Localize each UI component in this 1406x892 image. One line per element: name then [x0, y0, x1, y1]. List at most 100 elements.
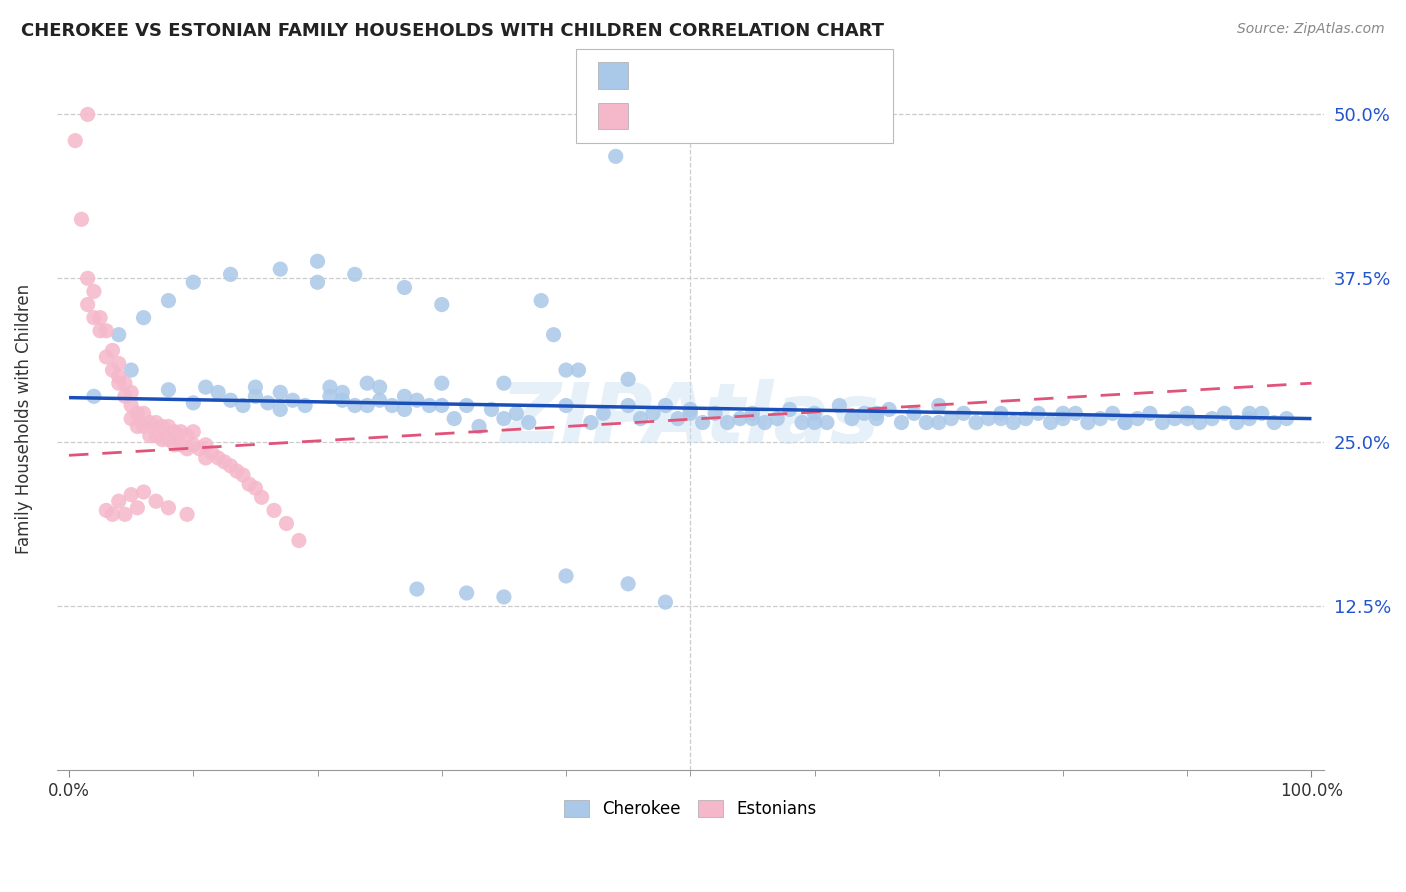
Point — [245, 380, 267, 394]
Point — [288, 533, 311, 548]
Point — [150, 419, 173, 434]
Point — [704, 406, 727, 420]
Point — [754, 416, 776, 430]
Point — [790, 416, 813, 430]
Point — [232, 467, 254, 482]
Point — [865, 411, 887, 425]
Point — [517, 416, 540, 430]
Point — [232, 399, 254, 413]
Point — [76, 107, 98, 121]
Point — [120, 411, 142, 425]
Point — [343, 399, 366, 413]
Point — [530, 293, 553, 308]
Y-axis label: Family Households with Children: Family Households with Children — [15, 285, 32, 554]
Point — [96, 350, 118, 364]
Point — [114, 508, 136, 522]
Point — [394, 389, 416, 403]
Point — [555, 363, 578, 377]
Point — [617, 399, 640, 413]
Point — [101, 343, 124, 358]
Point — [101, 363, 124, 377]
Point — [630, 411, 652, 425]
Point — [492, 590, 515, 604]
Point — [406, 582, 429, 596]
Point — [170, 425, 193, 439]
Point — [343, 268, 366, 282]
Point — [219, 458, 242, 473]
Text: -0.035: -0.035 — [679, 67, 744, 85]
Point — [181, 438, 204, 452]
Point — [107, 376, 129, 391]
Point — [430, 376, 453, 391]
Point — [418, 399, 440, 413]
Text: 0.013: 0.013 — [679, 107, 735, 125]
Point — [443, 411, 465, 425]
Point — [828, 399, 851, 413]
Point — [150, 433, 173, 447]
Point — [1077, 416, 1099, 430]
Point — [1275, 411, 1298, 425]
Point — [803, 406, 825, 420]
Point — [430, 399, 453, 413]
Point — [145, 494, 167, 508]
Point — [157, 500, 180, 515]
Point — [915, 416, 938, 430]
Point — [928, 416, 950, 430]
Point — [865, 406, 887, 420]
Point — [83, 285, 105, 299]
Point — [194, 450, 217, 465]
Text: ZIPAtlas: ZIPAtlas — [501, 379, 880, 459]
Point — [307, 254, 329, 268]
Point — [1114, 416, 1136, 430]
Point — [281, 393, 304, 408]
Point — [741, 411, 763, 425]
Point — [83, 389, 105, 403]
Point — [1101, 406, 1123, 420]
Point — [250, 490, 273, 504]
Point — [120, 488, 142, 502]
Point — [145, 416, 167, 430]
Point — [356, 399, 378, 413]
Point — [1152, 416, 1174, 430]
Point — [114, 389, 136, 403]
Point — [207, 385, 229, 400]
Point — [406, 393, 429, 408]
Point — [107, 357, 129, 371]
Point — [1015, 411, 1038, 425]
Point — [157, 293, 180, 308]
Point — [332, 393, 354, 408]
Point — [132, 419, 155, 434]
Point — [741, 406, 763, 420]
Point — [368, 393, 391, 408]
Text: N =: N = — [735, 67, 787, 85]
Point — [1201, 411, 1223, 425]
Point — [207, 450, 229, 465]
Point — [543, 327, 565, 342]
Point — [877, 402, 900, 417]
Point — [617, 576, 640, 591]
Point — [157, 433, 180, 447]
Point — [1039, 416, 1062, 430]
Point — [555, 399, 578, 413]
Point — [319, 389, 342, 403]
Point — [294, 399, 316, 413]
Point — [381, 399, 404, 413]
Point — [245, 389, 267, 403]
Point — [779, 402, 801, 417]
Point — [567, 363, 589, 377]
Point — [1052, 406, 1074, 420]
Text: N =: N = — [735, 107, 787, 125]
Point — [1002, 416, 1025, 430]
Point — [219, 393, 242, 408]
Point — [181, 396, 204, 410]
Point — [181, 425, 204, 439]
Point — [1139, 406, 1161, 420]
Point — [120, 399, 142, 413]
Point — [225, 464, 247, 478]
Point — [666, 411, 689, 425]
Point — [127, 419, 149, 434]
Point — [263, 503, 285, 517]
Text: Source: ZipAtlas.com: Source: ZipAtlas.com — [1237, 22, 1385, 37]
Point — [319, 380, 342, 394]
Point — [114, 376, 136, 391]
